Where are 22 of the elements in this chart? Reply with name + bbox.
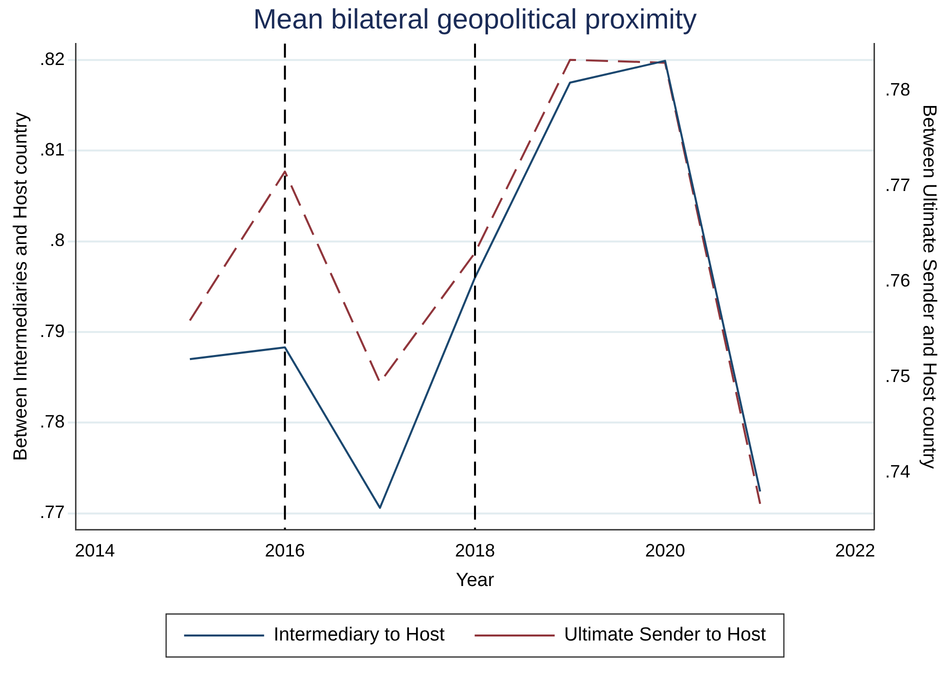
chart-title: Mean bilateral geopolitical proximity: [253, 4, 697, 35]
y-tick-label: .78: [40, 412, 65, 432]
x-tick-label: 2020: [645, 540, 686, 560]
y-tick-label: .79: [40, 320, 65, 341]
y-tick-label: .8: [50, 230, 65, 250]
y2-tick-label: .78: [885, 79, 910, 100]
y2-tick-label: .77: [885, 174, 910, 195]
y2-tick-label: .74: [885, 461, 910, 482]
legend-label: Intermediary to Host: [274, 624, 446, 646]
y2-tick-label: .76: [885, 270, 910, 290]
x-tick-label: 2016: [264, 540, 305, 560]
y2-axis-title: Between Ultimate Sender and Host country: [918, 104, 940, 470]
y-tick-label: .77: [40, 502, 65, 522]
x-tick-label: 2018: [454, 540, 496, 560]
x-axis-title: Year: [456, 570, 495, 591]
x-tick-label: 2022: [835, 540, 876, 560]
y-tick-label: .81: [40, 140, 65, 160]
y-tick-label: .82: [40, 48, 65, 69]
y-axis-title: Between Intermediaries and Host country: [10, 112, 32, 461]
x-tick-label: 2014: [74, 540, 115, 560]
legend-label: Ultimate Sender to Host: [564, 624, 767, 646]
y2-tick-label: .75: [885, 366, 910, 386]
